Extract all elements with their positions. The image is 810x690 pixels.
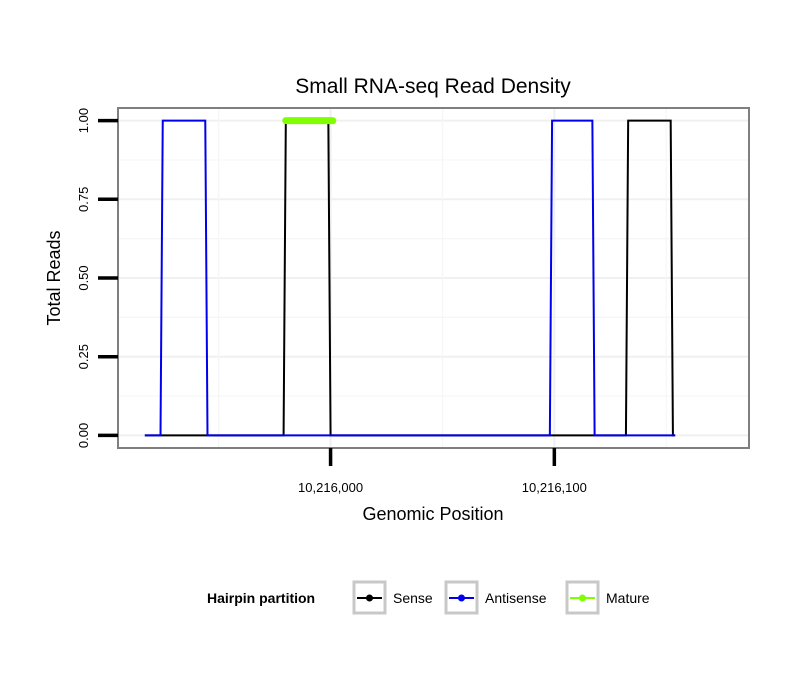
x-tick-label: 10,216,100 (522, 480, 587, 495)
legend-item-antisense: Antisense (444, 580, 547, 615)
legend-item-mature: Mature (565, 580, 650, 615)
y-tick-label: 0.25 (76, 344, 91, 369)
y-tick-label: 1.00 (76, 108, 91, 133)
legend-label: Mature (606, 590, 650, 606)
legend-key-point (458, 594, 465, 602)
x-tick-label: 10,216,000 (298, 480, 363, 495)
legend-label: Sense (393, 590, 433, 606)
x-axis-title: Genomic Position (362, 504, 503, 524)
legend-label: Antisense (485, 590, 547, 606)
series-layer (144, 117, 676, 437)
x-axis: 10,216,000 10,216,100 (298, 448, 587, 495)
y-axis-title: Total Reads (44, 230, 64, 325)
legend: Hairpin partition Sense Antisense Mature (207, 580, 650, 615)
legend-title: Hairpin partition (207, 590, 315, 606)
series-line-antisense (144, 119, 676, 437)
y-tick-label: 0.75 (76, 187, 91, 212)
legend-key-point (366, 594, 373, 602)
y-tick-label: 0.00 (76, 423, 91, 448)
chart-title: Small RNA-seq Read Density (295, 75, 571, 98)
y-axis: 0.00 0.25 0.50 0.75 1.00 (76, 108, 118, 448)
y-tick-label: 0.50 (76, 265, 91, 290)
legend-item-sense: Sense (352, 580, 433, 615)
legend-key-point (579, 594, 586, 602)
